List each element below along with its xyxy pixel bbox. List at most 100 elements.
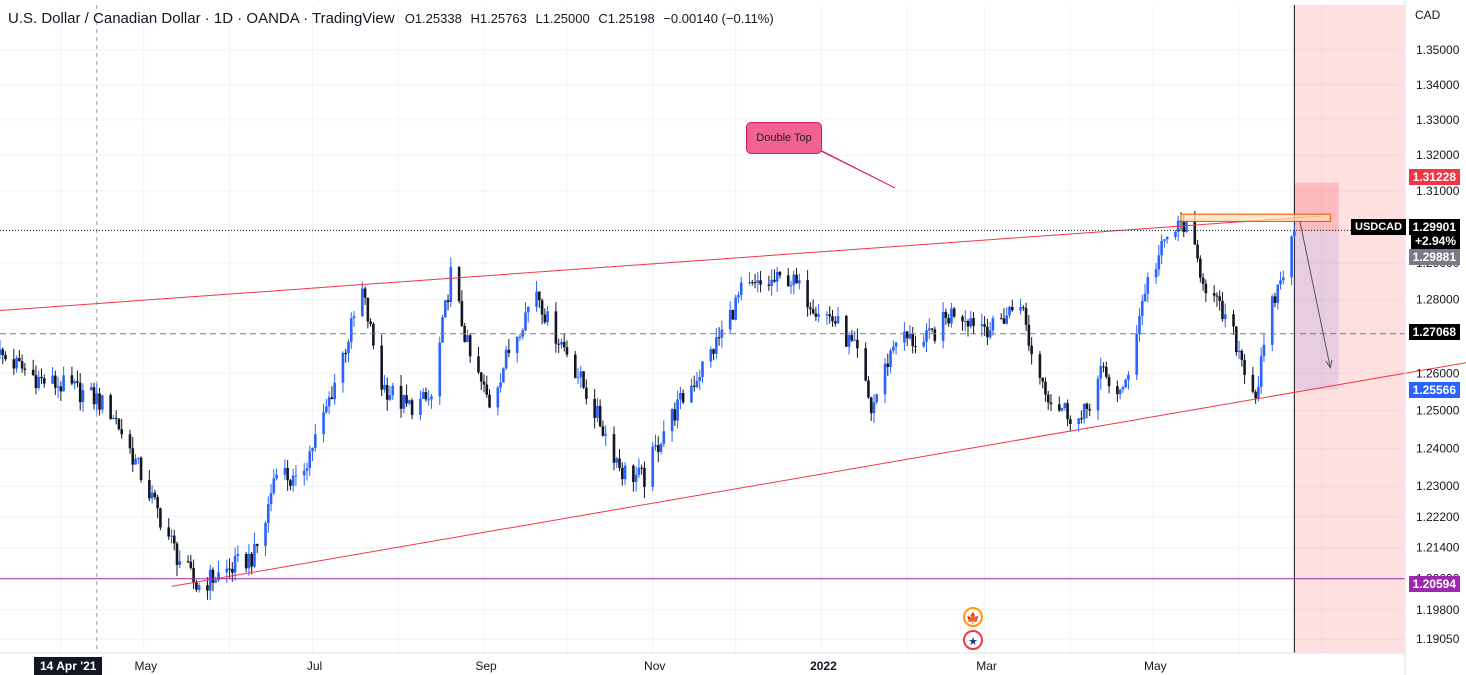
candle-up — [89, 387, 93, 391]
candle-up — [701, 361, 704, 377]
candle-up — [178, 561, 182, 565]
candle-down — [139, 457, 143, 481]
candle-down — [211, 569, 215, 583]
axis-currency-label: CAD — [1415, 8, 1441, 22]
candle-up — [264, 522, 267, 546]
candle-up — [56, 386, 60, 388]
candle-up — [272, 478, 276, 494]
candle-down — [930, 328, 934, 330]
trend-lines — [0, 215, 1466, 587]
price-tick-label: 1.24000 — [1416, 441, 1460, 455]
candle-down — [640, 467, 643, 469]
candle-up — [623, 465, 627, 480]
candle-down — [620, 467, 624, 480]
candle-up — [419, 398, 422, 415]
candle-up — [576, 377, 580, 379]
candle-up — [266, 504, 270, 523]
candle-up — [302, 470, 306, 476]
candle-down — [850, 335, 854, 341]
candle-up — [170, 535, 173, 537]
candle-down — [966, 320, 970, 327]
candle-down — [786, 275, 790, 287]
candle-up — [679, 392, 682, 400]
last-price-label: 1.29901 — [1408, 219, 1460, 235]
candle-up — [950, 308, 953, 324]
candle-down — [601, 426, 605, 436]
candle-down — [109, 395, 112, 420]
candle-down — [1193, 221, 1197, 245]
candle-down — [612, 434, 616, 463]
candle-up — [615, 458, 619, 463]
candle-down — [385, 384, 389, 400]
time-tick-label: May — [134, 659, 157, 673]
candle-down — [911, 334, 914, 347]
time-axis[interactable]: May Jul Sep Nov 2022 Mar May — [0, 652, 1405, 673]
projection-arrow-line — [1299, 221, 1331, 368]
candle-down — [446, 300, 450, 302]
candle-down — [731, 310, 735, 320]
chart-zones — [1293, 5, 1405, 653]
canada-event-icon[interactable]: 🍁 — [963, 607, 983, 627]
candle-down — [867, 380, 870, 398]
candle-up — [496, 387, 500, 408]
candle-up — [889, 350, 892, 368]
candle-down — [244, 554, 248, 569]
candle-up — [421, 392, 425, 399]
candle-up — [524, 312, 527, 331]
double-top-callout[interactable]: Double Top — [746, 122, 822, 154]
candle-up — [836, 315, 840, 324]
candle-up — [291, 475, 295, 486]
candle-down — [1046, 394, 1050, 403]
candle-up — [546, 311, 549, 323]
candle-down — [131, 448, 135, 465]
candle-up — [579, 371, 583, 378]
candle-up — [408, 400, 411, 404]
candle-up — [728, 310, 732, 330]
candle-up — [51, 375, 54, 384]
candle-up — [1005, 315, 1009, 324]
symbol-title: U.S. Dollar / Canadian Dollar · 1D · OAN… — [8, 10, 395, 27]
candle-down — [92, 387, 96, 405]
candle-up — [775, 271, 779, 282]
candle-up — [502, 368, 505, 383]
candle-up — [734, 297, 737, 320]
candle-up — [1060, 407, 1064, 411]
symbol-legend[interactable]: U.S. Dollar / Canadian Dollar · 1D · OAN… — [8, 10, 779, 27]
candle-down — [192, 567, 195, 583]
price-axis[interactable]: 1.350001.340001.330001.320001.310001.290… — [1404, 0, 1460, 675]
candle-up — [247, 553, 251, 569]
candle-up — [792, 274, 796, 286]
candle-down — [120, 429, 123, 435]
candle-down — [759, 280, 762, 285]
candle-up — [236, 554, 240, 556]
candle-down — [457, 266, 461, 302]
candle-down — [557, 343, 560, 345]
candle-up — [430, 396, 433, 400]
candle-up — [560, 341, 563, 345]
candle-down — [886, 363, 890, 368]
candle-up — [969, 318, 973, 327]
candle-down — [399, 385, 403, 409]
candle-down — [477, 356, 480, 373]
candle-down — [482, 381, 486, 385]
candle-down — [961, 316, 964, 322]
candle-down — [1215, 295, 1219, 297]
price-tick-label: 1.21400 — [1416, 541, 1460, 555]
candle-up — [1146, 277, 1150, 294]
price-tick-label: 1.32000 — [1416, 148, 1460, 162]
candle-up — [325, 406, 328, 413]
candle-down — [363, 288, 367, 298]
candle-down — [1049, 402, 1053, 405]
candle-down — [23, 368, 27, 370]
candle-down — [4, 355, 7, 360]
usa-event-icon[interactable]: ★ — [963, 630, 983, 650]
candle-down — [562, 341, 566, 348]
candle-up — [341, 352, 345, 383]
candle-up — [1135, 334, 1139, 375]
candle-down — [410, 400, 414, 415]
candle-down — [372, 323, 375, 346]
price-tick-label: 1.23000 — [1416, 479, 1460, 493]
price-tick-label: 1.34000 — [1416, 78, 1460, 92]
candle-up — [1160, 240, 1163, 256]
